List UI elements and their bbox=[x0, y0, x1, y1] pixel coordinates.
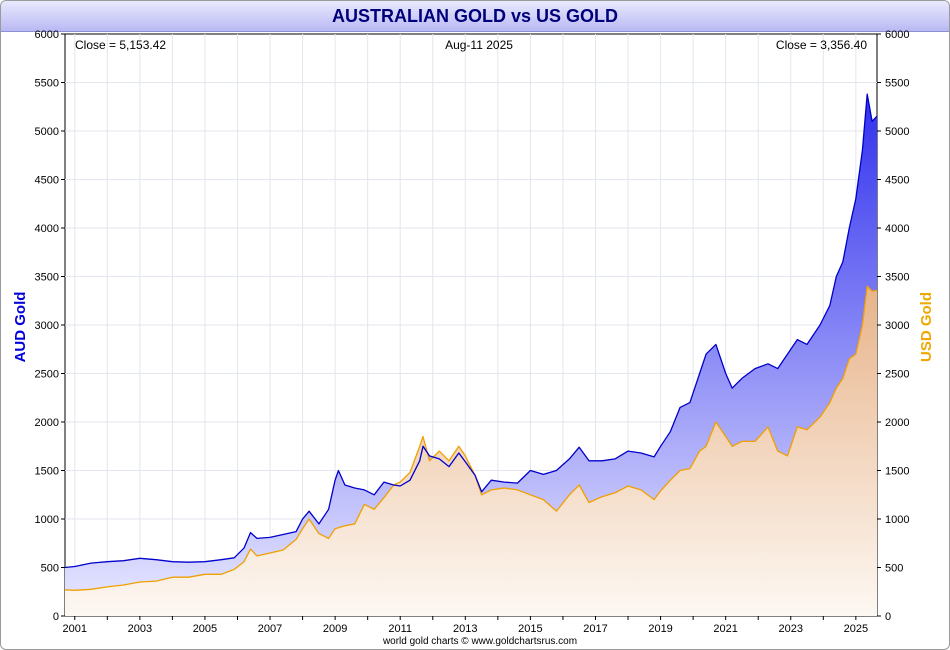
y-tick-label-right: 1500 bbox=[885, 466, 909, 478]
y-tick-label-left: 3500 bbox=[35, 272, 59, 284]
y-tick-label-left: 5000 bbox=[35, 126, 59, 138]
y-tick-label-right: 1000 bbox=[885, 514, 909, 526]
y-tick-label-right: 6000 bbox=[885, 29, 909, 41]
left-close-label: Close = 5,153.42 bbox=[75, 38, 166, 52]
y-tick-label-left: 3000 bbox=[35, 320, 59, 332]
x-tick-label: 2009 bbox=[323, 623, 347, 635]
chart-title: AUSTRALIAN GOLD vs US GOLD bbox=[331, 6, 618, 26]
x-tick-label: 2017 bbox=[583, 623, 607, 635]
series-areas bbox=[65, 94, 877, 616]
x-tick-label: 2015 bbox=[518, 623, 542, 635]
y-tick-label-left: 1000 bbox=[35, 514, 59, 526]
x-tick-label: 2023 bbox=[779, 623, 803, 635]
x-tick-label: 2013 bbox=[453, 623, 477, 635]
title-bar bbox=[1, 1, 949, 32]
y-tick-label-left: 4500 bbox=[35, 175, 59, 187]
y-tick-label-right: 5500 bbox=[885, 78, 909, 90]
y-tick-label-right: 2500 bbox=[885, 369, 909, 381]
right-axis-label: USD Gold bbox=[918, 292, 935, 362]
y-tick-label-right: 3500 bbox=[885, 272, 909, 284]
y-tick-label-left: 6000 bbox=[35, 29, 59, 41]
x-tick-label: 2001 bbox=[63, 623, 87, 635]
y-axis-left: 0 500 1000 1500 2000 2500 3000 3500 4000 4500 5000… bbox=[35, 29, 65, 623]
y-tick-label-right: 5000 bbox=[885, 126, 909, 138]
x-tick-label: 2021 bbox=[713, 623, 737, 635]
y-tick-label-left: 2500 bbox=[35, 369, 59, 381]
left-axis-label: AUD Gold bbox=[12, 292, 29, 363]
y-tick-label-left: 2000 bbox=[35, 417, 59, 429]
y-tick-label-right: 2000 bbox=[885, 417, 909, 429]
y-tick-label-left: 1500 bbox=[35, 466, 59, 478]
y-tick-label-right: 500 bbox=[885, 563, 903, 575]
x-tick-label: 2007 bbox=[258, 623, 282, 635]
y-tick-label-left: 500 bbox=[41, 563, 59, 575]
aud-gold-line bbox=[65, 93, 877, 569]
y-tick-label-right: 4500 bbox=[885, 175, 909, 187]
x-axis: 2001 2003 2005 2007 2009 2011 2013 2015 2017 2019… bbox=[63, 616, 868, 635]
x-tick-label: 2011 bbox=[388, 623, 412, 635]
x-tick-label: 2005 bbox=[193, 623, 217, 635]
date-label: Aug-11 2025 bbox=[445, 38, 513, 52]
x-tick-label: 2019 bbox=[648, 623, 672, 635]
y-axis-right: 0 500 1000 1500 2000 2500 3000 3500 4000 4500 5000… bbox=[877, 29, 909, 623]
usd-area bbox=[65, 286, 877, 616]
usd-gold-line bbox=[65, 285, 877, 591]
y-tick-label-right: 4000 bbox=[885, 223, 909, 235]
x-tick-label: 2003 bbox=[128, 623, 152, 635]
right-close-label: Close = 3,356.40 bbox=[776, 38, 867, 52]
x-tick-label: 2025 bbox=[844, 623, 868, 635]
y-tick-label-right: 0 bbox=[885, 611, 891, 623]
y-tick-label-left: 5500 bbox=[35, 78, 59, 90]
y-tick-label-left: 0 bbox=[53, 611, 59, 623]
series-lines bbox=[65, 93, 877, 591]
y-tick-label-right: 3000 bbox=[885, 320, 909, 332]
footer-credit: world gold charts © www.goldchartsrus.co… bbox=[382, 636, 577, 647]
y-tick-label-left: 4000 bbox=[35, 223, 59, 235]
